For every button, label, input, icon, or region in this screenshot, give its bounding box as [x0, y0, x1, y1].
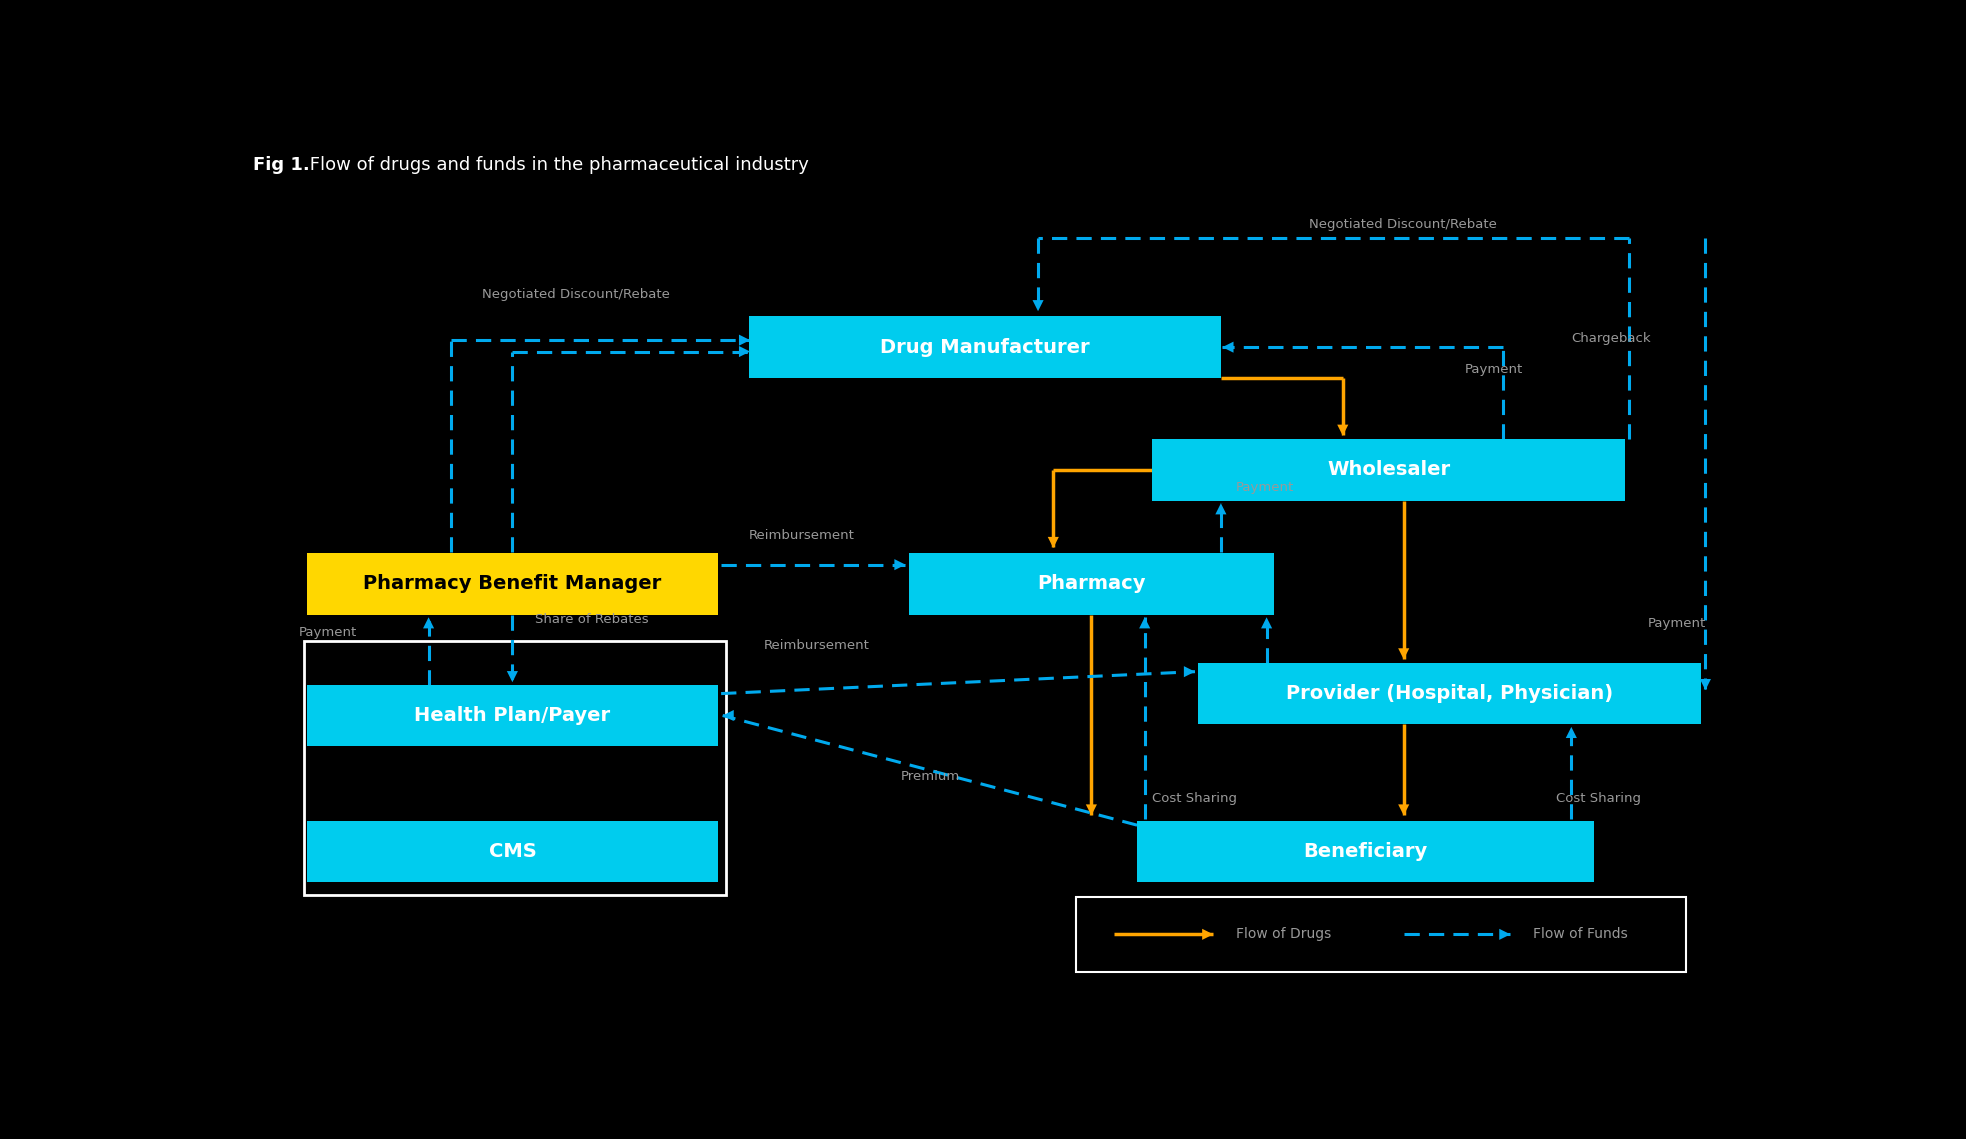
Text: CMS: CMS [488, 842, 537, 861]
Text: Payment: Payment [1465, 362, 1524, 376]
Text: Payment: Payment [299, 625, 358, 639]
Bar [1075, 898, 1685, 972]
FancyBboxPatch shape [1197, 663, 1701, 724]
FancyBboxPatch shape [908, 554, 1274, 615]
Text: Share of Rebates: Share of Rebates [535, 613, 649, 625]
Text: Flow of Funds: Flow of Funds [1533, 927, 1628, 941]
Text: Pharmacy: Pharmacy [1038, 574, 1146, 593]
Text: Cost Sharing: Cost Sharing [1557, 793, 1642, 805]
Text: Premium: Premium [900, 770, 959, 784]
Text: Beneficiary: Beneficiary [1303, 842, 1427, 861]
FancyBboxPatch shape [307, 821, 718, 882]
Text: Fig 1.: Fig 1. [254, 156, 311, 174]
Bar [303, 641, 725, 895]
Text: Negotiated Discount/Rebate: Negotiated Discount/Rebate [1309, 218, 1498, 231]
Text: Pharmacy Benefit Manager: Pharmacy Benefit Manager [364, 574, 661, 593]
Text: Payment: Payment [1237, 481, 1294, 494]
Text: Negotiated Discount/Rebate: Negotiated Discount/Rebate [482, 288, 670, 301]
Text: Chargeback: Chargeback [1571, 331, 1651, 345]
Text: Reimbursement: Reimbursement [749, 530, 855, 542]
FancyBboxPatch shape [1152, 440, 1624, 501]
FancyBboxPatch shape [1136, 821, 1594, 882]
Text: Payment: Payment [1648, 617, 1706, 630]
Text: Drug Manufacturer: Drug Manufacturer [881, 337, 1089, 357]
Text: Wholesaler: Wholesaler [1327, 460, 1451, 480]
Text: Health Plan/Payer: Health Plan/Payer [415, 706, 611, 726]
FancyBboxPatch shape [307, 554, 718, 615]
FancyBboxPatch shape [749, 317, 1221, 378]
Text: Flow of Drugs: Flow of Drugs [1237, 927, 1331, 941]
Text: Reimbursement: Reimbursement [763, 639, 869, 652]
Text: Flow of drugs and funds in the pharmaceutical industry: Flow of drugs and funds in the pharmaceu… [303, 156, 808, 174]
Text: Provider (Hospital, Physician): Provider (Hospital, Physician) [1286, 685, 1612, 703]
FancyBboxPatch shape [307, 685, 718, 746]
Text: Cost Sharing: Cost Sharing [1152, 793, 1237, 805]
